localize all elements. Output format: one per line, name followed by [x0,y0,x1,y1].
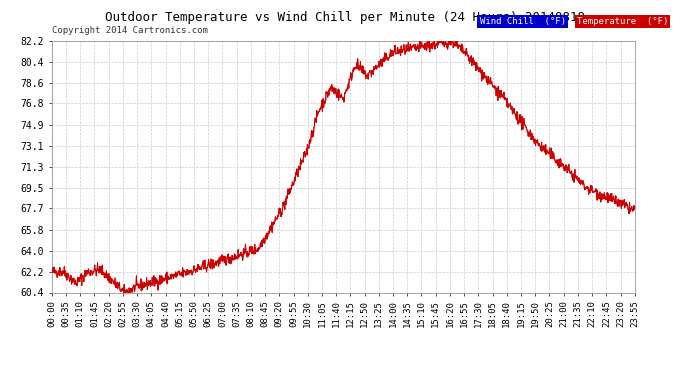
Text: Outdoor Temperature vs Wind Chill per Minute (24 Hours) 20140818: Outdoor Temperature vs Wind Chill per Mi… [105,11,585,24]
Text: Copyright 2014 Cartronics.com: Copyright 2014 Cartronics.com [52,26,208,35]
Text: Temperature  (°F): Temperature (°F) [577,17,668,26]
Text: Wind Chill  (°F): Wind Chill (°F) [480,17,566,26]
